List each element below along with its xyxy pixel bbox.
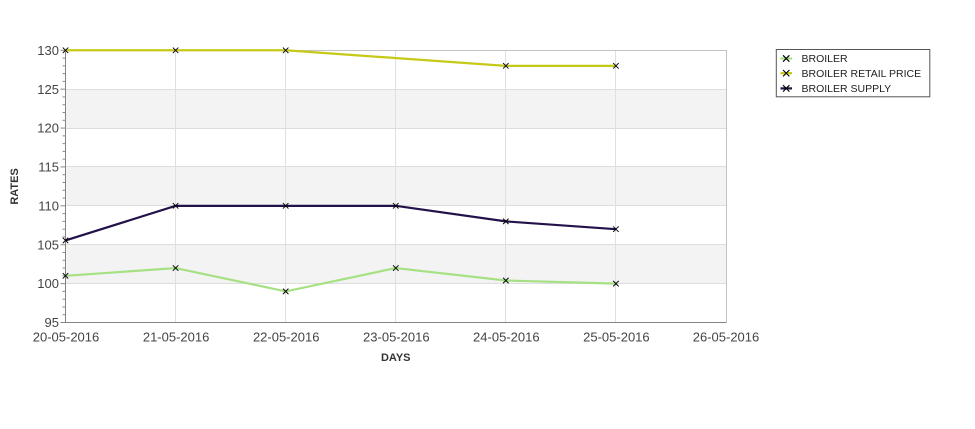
svg-text:BROILER RETAIL PRICE: BROILER RETAIL PRICE bbox=[802, 68, 922, 80]
svg-text:110: 110 bbox=[38, 198, 59, 213]
svg-text:20-05-2016: 20-05-2016 bbox=[33, 330, 100, 345]
svg-text:RATES: RATES bbox=[9, 168, 21, 204]
svg-text:22-05-2016: 22-05-2016 bbox=[253, 330, 320, 345]
svg-text:100: 100 bbox=[37, 276, 59, 291]
svg-text:105: 105 bbox=[37, 237, 59, 252]
svg-text:BROILER: BROILER bbox=[802, 53, 849, 65]
svg-text:125: 125 bbox=[37, 82, 59, 97]
svg-text:24-05-2016: 24-05-2016 bbox=[473, 330, 540, 345]
svg-text:DAYS: DAYS bbox=[381, 352, 411, 364]
svg-text:23-05-2016: 23-05-2016 bbox=[363, 330, 430, 345]
svg-text:120: 120 bbox=[37, 121, 59, 136]
svg-text:130: 130 bbox=[37, 43, 59, 58]
svg-text:26-05-2016: 26-05-2016 bbox=[693, 330, 760, 345]
svg-text:115: 115 bbox=[38, 160, 59, 175]
svg-text:BROILER SUPPLY: BROILER SUPPLY bbox=[802, 83, 892, 95]
svg-text:25-05-2016: 25-05-2016 bbox=[583, 330, 650, 345]
svg-text:21-05-2016: 21-05-2016 bbox=[143, 330, 210, 345]
svg-text:95: 95 bbox=[45, 315, 59, 330]
